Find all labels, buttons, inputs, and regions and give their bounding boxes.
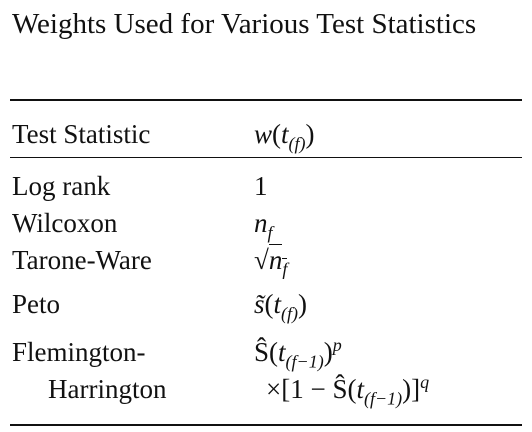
table-row: Flemington- Harrington Ŝ(t(f−1))p ×[1 − Ŝ(t… bbox=[12, 334, 429, 424]
formula-line: 1 bbox=[254, 168, 429, 205]
statistic-text: Peto bbox=[12, 289, 61, 319]
formula-line: nf bbox=[254, 205, 429, 242]
formula-part: n bbox=[268, 244, 283, 275]
formula-part: t bbox=[356, 374, 364, 404]
weight-cell: √nf bbox=[254, 242, 429, 286]
table-row: Peto s̃(t(f)) bbox=[12, 286, 429, 334]
formula-part: ) bbox=[323, 337, 333, 367]
title: Weights Used for Various Test Statistics bbox=[12, 8, 477, 40]
formula-part: 1 bbox=[254, 171, 268, 201]
formula-part: t bbox=[278, 337, 286, 367]
formula-part: )] bbox=[402, 374, 421, 404]
statistic-text: Test Statistic bbox=[12, 119, 151, 149]
weight-cell: s̃(t(f)) bbox=[254, 286, 429, 334]
statistic-text: Tarone-Ware bbox=[12, 245, 152, 275]
statistic-cell: Flemington- Harrington bbox=[12, 334, 254, 424]
statistic-cell: Tarone-Ware bbox=[12, 242, 254, 286]
formula-part: p bbox=[332, 335, 342, 355]
formula-part: (f−1) bbox=[285, 351, 324, 372]
table-row: Log rank 1 bbox=[12, 158, 429, 205]
formula-line: ×[1 − Ŝ(t(f−1))]q bbox=[254, 371, 429, 408]
weight-cell: nf bbox=[254, 205, 429, 242]
table-row: Test Statistic w(t(f)) bbox=[12, 108, 429, 158]
formula-part: ( bbox=[269, 337, 279, 367]
formula-part: f bbox=[267, 222, 273, 243]
header-rule bbox=[10, 157, 522, 158]
table-row: Wilcoxon nf bbox=[12, 205, 429, 242]
formula-line: √nf bbox=[254, 242, 429, 280]
statistic-text: Flemington- bbox=[12, 337, 146, 367]
statistic-text: Harrington bbox=[48, 374, 167, 404]
formula-part: t bbox=[281, 119, 289, 149]
statistic-cell: Log rank bbox=[12, 158, 254, 205]
weight-cell: Ŝ(t(f−1))p ×[1 − Ŝ(t(f−1))]q bbox=[254, 334, 429, 424]
formula-line: Ŝ(t(f−1))p bbox=[254, 334, 429, 371]
formula-part: q bbox=[420, 372, 430, 392]
weight-cell: 1 bbox=[254, 158, 429, 205]
top-rule bbox=[10, 99, 522, 101]
formula-part: ) bbox=[305, 119, 315, 149]
formula-part: (f) bbox=[288, 133, 306, 154]
statistic-text: Wilcoxon bbox=[12, 208, 118, 238]
formula-part: ) bbox=[298, 289, 308, 319]
formula-line: w(t(f)) bbox=[254, 116, 429, 153]
formula-part: ( bbox=[272, 119, 282, 149]
statistic-cell: Peto bbox=[12, 286, 254, 334]
table-row: Tarone-Ware √nf bbox=[12, 242, 429, 286]
formula-part: (f−1) bbox=[363, 388, 403, 409]
statistic-cell: Wilcoxon bbox=[12, 205, 254, 242]
weight-cell: w(t(f)) bbox=[254, 108, 429, 158]
formula-part: s̃ bbox=[254, 289, 265, 319]
formula-line: s̃(t(f)) bbox=[254, 286, 429, 323]
formula-part: ( bbox=[264, 289, 274, 319]
formula-part: w bbox=[254, 119, 273, 149]
table: Test Statistic w(t(f)) Log rank 1 Wilcoxon nf… bbox=[12, 108, 429, 424]
formula-part: (f) bbox=[281, 303, 299, 324]
statistic-cell: Test Statistic bbox=[12, 108, 254, 158]
formula-part: ×[1 − Ŝ( bbox=[266, 374, 357, 404]
formula-part: √ bbox=[254, 245, 269, 275]
formula-part: t bbox=[273, 289, 282, 319]
bottom-rule bbox=[10, 424, 522, 426]
formula-part: Ŝ bbox=[254, 337, 270, 367]
formula-part: f bbox=[282, 258, 288, 280]
formula-part: n bbox=[254, 208, 268, 238]
statistic-text: Log rank bbox=[12, 171, 111, 201]
